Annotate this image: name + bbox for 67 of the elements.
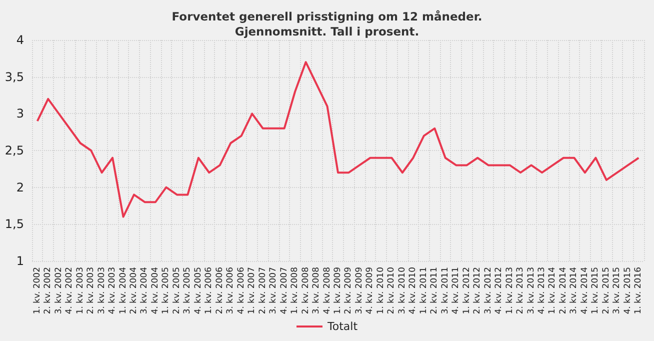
- x-tick-label: 4. kv. 2014: [580, 267, 590, 314]
- x-tick-label: 1. kv. 2007: [247, 267, 258, 314]
- x-tick-label: 2. kv. 2002: [43, 267, 54, 314]
- x-tick-label: 4. kv. 2009: [365, 267, 376, 314]
- x-tick-label: 3. kv. 2002: [54, 267, 64, 314]
- x-tick-label: 1. kv. 2016: [634, 267, 644, 314]
- x-tick-label: 1. kv. 2013: [504, 267, 515, 314]
- y-tick-label: 1: [16, 254, 24, 268]
- x-tick-label: 3. kv. 2007: [268, 267, 279, 314]
- x-tick-label: 4. kv. 2013: [537, 267, 547, 314]
- x-tick-label: 2. kv. 2012: [472, 267, 483, 314]
- legend-label: Totalt: [326, 320, 358, 333]
- x-tick-label: 2. kv. 2011: [430, 267, 440, 314]
- x-tick-label: 3. kv. 2011: [440, 267, 450, 314]
- x-tick-label: 3. kv. 2009: [354, 267, 364, 314]
- x-tick-label: 1. kv. 2011: [418, 267, 429, 314]
- x-tick-label: 3. kv. 2005: [182, 267, 193, 314]
- x-tick-label: 2. kv. 2005: [172, 267, 182, 314]
- x-tick-label: 1. kv. 2008: [290, 267, 300, 314]
- x-tick-label: 2. kv. 2014: [558, 267, 568, 314]
- x-tick-label: 1. kv. 2015: [590, 267, 601, 314]
- x-tick-label: 4. kv. 2012: [494, 267, 504, 314]
- x-tick-label: 4. kv. 2008: [322, 267, 332, 314]
- x-tick-label: 1. kv. 2002: [32, 267, 42, 314]
- x-tick-label: 4. kv. 2005: [193, 267, 204, 314]
- x-tick-label: 4. kv. 2015: [622, 267, 633, 314]
- x-tick-label: 1. kv. 2014: [548, 267, 558, 314]
- y-tick-label: 2,5: [4, 144, 24, 158]
- x-tick-label: 2. kv. 2006: [214, 267, 225, 314]
- x-tick-label: 2. kv. 2003: [86, 267, 96, 314]
- x-tick-label: 2. kv. 2013: [516, 267, 526, 314]
- x-tick-label: 4. kv. 2006: [236, 267, 246, 314]
- x-tick-label: 3. kv. 2010: [397, 267, 408, 314]
- x-tick-label: 4. kv. 2002: [64, 267, 75, 314]
- x-tick-label: 2. kv. 2010: [386, 267, 397, 314]
- line-series: [36, 61, 640, 218]
- y-tick-label: 2: [16, 180, 24, 194]
- x-tick-label: 1. kv. 2003: [75, 267, 86, 314]
- x-tick-label: 3. kv. 2003: [96, 267, 107, 314]
- x-tick-label: 1. kv. 2010: [376, 267, 386, 314]
- x-tick-label: 2. kv. 2009: [344, 267, 354, 314]
- x-tick-label: 3. kv. 2004: [140, 267, 150, 314]
- x-tick-label: 2. kv. 2004: [129, 267, 139, 314]
- x-tick-label: 4. kv. 2010: [408, 267, 418, 314]
- x-tick-label: 3. kv. 2006: [226, 267, 236, 314]
- chart-title: Forventet generell prisstigning om 12 måneder. Gjennomsnitt. Tall i prosent.: [172, 10, 482, 38]
- x-tick-label: 4. kv. 2003: [108, 267, 118, 314]
- x-tick-label: 4. kv. 2007: [279, 267, 290, 314]
- x-tick-label: 2. kv. 2008: [300, 267, 311, 314]
- x-tick-label: 1. kv. 2005: [161, 267, 172, 314]
- x-tick-label: 3. kv. 2013: [526, 267, 536, 314]
- x-tick-label: 4. kv. 2004: [150, 267, 160, 314]
- y-tick-label: 4: [16, 33, 24, 47]
- x-tick-label: 3. kv. 2014: [569, 267, 580, 314]
- x-tick-label: 1. kv. 2012: [462, 267, 472, 314]
- y-tick-label: 3: [16, 106, 24, 121]
- x-tick-label: 1. kv. 2004: [118, 267, 128, 314]
- x-tick-label: 2. kv. 2015: [601, 267, 612, 314]
- x-tick-label: 3. kv. 2015: [612, 267, 622, 314]
- x-tick-label: 1. kv. 2006: [204, 267, 214, 314]
- y-tick-label: 3,5: [4, 70, 24, 84]
- x-tick-label: 3. kv. 2008: [312, 267, 322, 314]
- x-tick-label: 4. kv. 2011: [451, 267, 462, 314]
- x-tick-label: 1. kv. 2009: [333, 267, 343, 314]
- x-tick-label: 2. kv. 2007: [258, 267, 268, 314]
- x-tick-label: 3. kv. 2012: [483, 267, 494, 314]
- y-tick-label: 1,5: [4, 217, 24, 232]
